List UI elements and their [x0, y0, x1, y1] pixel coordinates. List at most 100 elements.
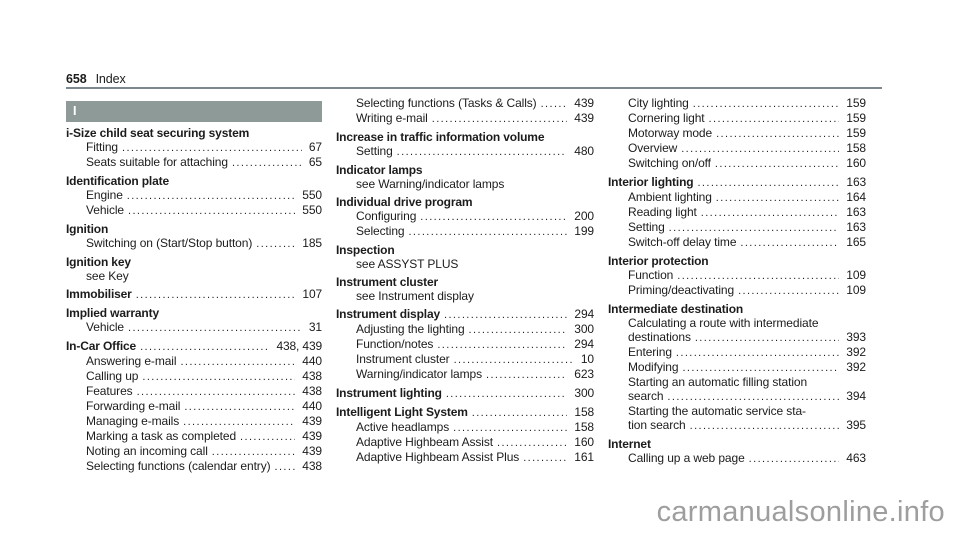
- index-entry: Interior protection: [608, 254, 866, 268]
- entry-label: Interior protection: [608, 254, 709, 268]
- entry-label: Switching on (Start/Stop button): [86, 236, 253, 250]
- index-entry: Interior lighting 163: [608, 175, 866, 190]
- dot-leader: [716, 127, 839, 141]
- index-entry: Selecting 199: [336, 224, 594, 239]
- dot-leader: [444, 308, 567, 322]
- dot-leader: [122, 141, 302, 155]
- index-entry: Cornering light 159: [608, 111, 866, 126]
- dot-leader: [472, 406, 568, 420]
- index-entry: Adjusting the lighting 300: [336, 322, 594, 337]
- entry-label: Indicator lamps: [336, 163, 423, 177]
- dot-leader: [183, 415, 295, 429]
- entry-page-number: 438, 439: [276, 339, 322, 353]
- dot-leader: [140, 340, 269, 354]
- index-entry: Individual drive program: [336, 195, 594, 209]
- dot-leader: [240, 430, 295, 444]
- index-entry: Adaptive Highbeam Assist 160: [336, 435, 594, 450]
- index-entry: Motorway mode 159: [608, 126, 866, 141]
- entry-label: Managing e-mails: [86, 414, 180, 428]
- entry-label: i-Size child seat securing system: [66, 126, 250, 140]
- dot-leader: [523, 451, 567, 465]
- entry-page-number: 163: [846, 205, 866, 219]
- entry-page-number: 440: [302, 354, 322, 368]
- entry-label: Marking a task as completed: [86, 429, 237, 443]
- dot-leader: [676, 346, 839, 360]
- index-entry: Priming/deactivating 109: [608, 283, 866, 298]
- index-entry: Warning/indicator lamps 623: [336, 367, 594, 382]
- dot-leader: [486, 368, 567, 382]
- entry-page-number: 67: [308, 140, 322, 154]
- entry-page-number: 395: [846, 418, 866, 432]
- entry-page-number: 463: [846, 451, 866, 465]
- entry-page-number: 159: [846, 96, 866, 110]
- entry-label: search: [628, 389, 664, 403]
- index-entry: i-Size child seat securing system: [66, 126, 322, 140]
- index-entry: Selecting functions (calendar entry) 438: [66, 459, 322, 474]
- index-entry: Increase in traffic information volume: [336, 130, 594, 144]
- index-column-1: I i-Size child seat securing system Fitti…: [66, 96, 322, 474]
- dot-leader: [127, 189, 296, 203]
- index-entry: Instrument lighting 300: [336, 386, 594, 401]
- index-entry: Calling up a web page 463: [608, 451, 866, 466]
- entry-label: Instrument cluster: [336, 275, 438, 289]
- entry-label: Answering e-mail: [86, 354, 177, 368]
- index-entry: tion search 395: [608, 418, 866, 433]
- entry-label: Starting an automatic filling station: [628, 375, 808, 389]
- entry-page-number: 550: [302, 203, 322, 217]
- dot-leader: [437, 338, 567, 352]
- entry-page-number: 109: [846, 283, 866, 297]
- entry-label: Setting: [356, 144, 393, 158]
- entry-label: Forwarding e-mail: [86, 399, 181, 413]
- dot-leader: [432, 112, 568, 126]
- section-letter: I: [73, 104, 77, 118]
- entry-label: Warning/indicator lamps: [356, 367, 482, 381]
- dot-leader: [420, 210, 567, 224]
- entry-page-number: 439: [302, 444, 322, 458]
- entry-label: Engine: [86, 188, 123, 202]
- section-letter-bar: I: [66, 101, 322, 122]
- entry-page-number: 31: [308, 320, 322, 334]
- entry-label: Starting the automatic service sta-: [628, 404, 806, 418]
- index-entry: Reading light 163: [608, 205, 866, 220]
- entry-page-number: 300: [574, 322, 594, 336]
- index-entry: Instrument cluster: [336, 275, 594, 289]
- entry-label: Selecting functions (Tasks & Calls): [356, 96, 537, 110]
- page-number: 658: [66, 72, 87, 86]
- entry-label: see Instrument display: [356, 289, 474, 303]
- entry-label: Fitting: [86, 140, 118, 154]
- entry-page-number: 439: [574, 111, 594, 125]
- entry-page-number: 109: [846, 268, 866, 282]
- header-title: Index: [95, 72, 126, 86]
- index-entry: Function/notes 294: [336, 337, 594, 352]
- index-entry: Noting an incoming call 439: [66, 444, 322, 459]
- index-column-2: Selecting functions (Tasks & Calls)439Wr…: [336, 96, 594, 465]
- index-entry: Adaptive Highbeam Assist Plus 161: [336, 450, 594, 465]
- entry-page-number: 164: [846, 190, 866, 204]
- entry-page-number: 480: [574, 144, 594, 158]
- index-entry: destinations 393: [608, 330, 866, 345]
- dot-leader: [136, 288, 296, 302]
- entry-page-number: 199: [574, 224, 594, 238]
- entry-label: Function/notes: [356, 337, 434, 351]
- entry-label: Calculating a route with intermediate: [628, 316, 819, 330]
- dot-leader: [232, 156, 302, 170]
- entry-label: Noting an incoming call: [86, 444, 208, 458]
- index-entry: Switch-off delay time 165: [608, 235, 866, 250]
- dot-leader: [677, 269, 839, 283]
- index-entry: Managing e-mails 439: [66, 414, 322, 429]
- index-entry: Ignition key: [66, 255, 322, 269]
- dot-leader: [715, 157, 839, 171]
- index-entry: Calling up 438: [66, 369, 322, 384]
- dot-leader: [497, 436, 567, 450]
- dot-leader: [697, 176, 839, 190]
- entry-label: Cornering light: [628, 111, 705, 125]
- index-entry: Intelligent Light System 158: [336, 405, 594, 420]
- entry-label: Implied warranty: [66, 306, 159, 320]
- entry-label: Switching on/off: [628, 156, 711, 170]
- dot-leader: [184, 400, 295, 414]
- entry-label: Priming/deactivating: [628, 283, 735, 297]
- entry-label: Configuring: [356, 209, 417, 223]
- entry-label: Selecting functions (calendar entry): [86, 459, 271, 473]
- index-entry: Fitting 67: [66, 140, 322, 155]
- entry-label: Instrument lighting: [336, 386, 442, 400]
